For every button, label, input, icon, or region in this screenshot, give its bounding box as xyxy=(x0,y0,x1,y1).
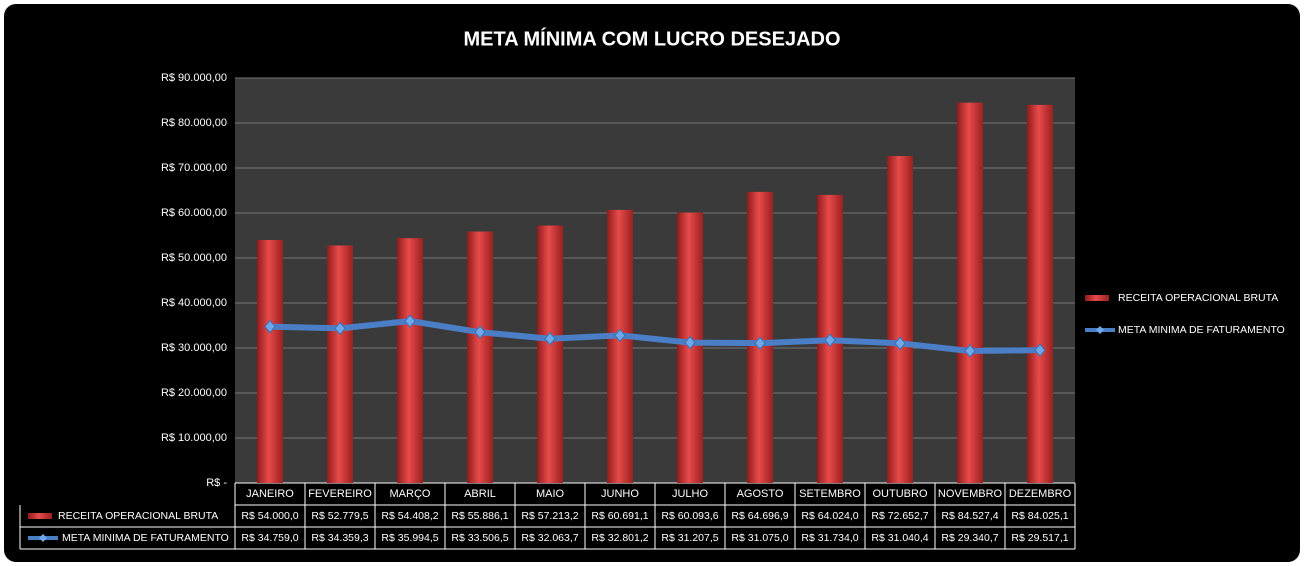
marker xyxy=(614,328,626,343)
marker xyxy=(894,336,906,351)
y-tick-label: R$ 30.000,00 xyxy=(161,342,227,354)
marker xyxy=(1034,343,1046,357)
y-tick-label: R$ 60.000,00 xyxy=(161,207,227,219)
bar xyxy=(467,231,493,483)
table-value: R$ 84.527,4 xyxy=(941,510,998,522)
table-value: R$ 31.040,4 xyxy=(871,532,928,544)
y-tick-label: R$ - xyxy=(206,477,227,489)
table-value: R$ 31.734,0 xyxy=(801,532,858,544)
x-tick-label: OUTUBRO xyxy=(873,488,928,500)
y-tick-label: R$ 20.000,00 xyxy=(161,387,227,399)
table-value: R$ 54.000,0 xyxy=(241,510,298,522)
table-value: R$ 29.517,1 xyxy=(1011,532,1068,544)
marker xyxy=(544,331,556,346)
table-value: R$ 33.506,5 xyxy=(451,532,508,544)
legend-key xyxy=(1085,295,1109,301)
x-tick-label: ABRIL xyxy=(464,488,496,500)
y-tick-label: R$ 70.000,00 xyxy=(161,162,227,174)
table-value: R$ 64.696,9 xyxy=(731,510,788,522)
x-tick-label: NOVEMBRO xyxy=(938,488,1003,500)
table-value: R$ 60.093,6 xyxy=(661,510,718,522)
table-value: R$ 55.886,1 xyxy=(451,510,508,522)
table-series-name: RECEITA OPERACIONAL BRUTA xyxy=(58,510,218,522)
table-value: R$ 72.652,7 xyxy=(871,510,928,522)
marker xyxy=(754,336,766,350)
table-value: R$ 52.779,5 xyxy=(311,510,368,522)
bar xyxy=(397,238,423,483)
y-tick-label: R$ 40.000,00 xyxy=(161,297,227,309)
table-value: R$ 34.359,3 xyxy=(311,532,368,544)
legend-key xyxy=(1096,326,1104,334)
x-tick-label: JULHO xyxy=(672,488,709,500)
table-value: R$ 84.025,1 xyxy=(1011,510,1068,522)
x-tick-label: MARÇO xyxy=(390,488,431,500)
legend-label: META MINIMA DE FATURAMENTO xyxy=(1118,324,1285,336)
table-value: R$ 54.408,2 xyxy=(381,510,438,522)
bar xyxy=(257,240,283,483)
table-value: R$ 31.207,5 xyxy=(661,532,718,544)
chart-title: META MÍNIMA COM LUCRO DESEJADO xyxy=(463,27,840,50)
x-tick-label: MAIO xyxy=(536,488,565,500)
y-tick-label: R$ 10.000,00 xyxy=(161,432,227,444)
table-series-name: META MINIMA DE FATURAMENTO xyxy=(62,532,229,544)
table-value: R$ 29.340,7 xyxy=(941,532,998,544)
marker xyxy=(264,319,276,334)
table-value: R$ 35.994,5 xyxy=(381,532,438,544)
x-tick-label: JUNHO xyxy=(601,488,639,500)
legend-key xyxy=(39,534,47,542)
bar xyxy=(327,245,353,483)
table-value: R$ 60.691,1 xyxy=(591,510,648,522)
bar xyxy=(887,156,913,483)
bar xyxy=(607,209,633,483)
x-tick-label: DEZEMBRO xyxy=(1009,488,1072,500)
y-tick-label: R$ 90.000,00 xyxy=(161,72,227,84)
bar xyxy=(957,102,983,483)
table-value: R$ 31.075,0 xyxy=(731,532,788,544)
table-value: R$ 64.024,0 xyxy=(801,510,858,522)
marker xyxy=(474,325,486,340)
table-value: R$ 34.759,0 xyxy=(241,532,298,544)
table-value: R$ 32.063,7 xyxy=(521,532,578,544)
legend-key xyxy=(28,513,52,519)
plot-area xyxy=(235,78,1075,483)
table-value: R$ 32.801,2 xyxy=(591,532,648,544)
x-tick-label: SETEMBRO xyxy=(799,488,861,500)
x-tick-label: JANEIRO xyxy=(246,488,294,500)
x-tick-label: FEVEREIRO xyxy=(308,488,372,500)
y-tick-label: R$ 50.000,00 xyxy=(161,252,227,264)
y-tick-label: R$ 80.000,00 xyxy=(161,117,227,129)
bar xyxy=(537,225,563,484)
marker xyxy=(404,314,416,328)
bar xyxy=(1027,104,1053,483)
line xyxy=(269,318,1041,354)
marker xyxy=(964,344,976,358)
marker xyxy=(684,335,696,350)
table-value: R$ 57.213,2 xyxy=(521,510,578,522)
marker xyxy=(334,321,346,336)
x-tick-label: AGOSTO xyxy=(737,488,784,500)
marker xyxy=(824,333,836,347)
legend-label: RECEITA OPERACIONAL BRUTA xyxy=(1118,292,1278,304)
